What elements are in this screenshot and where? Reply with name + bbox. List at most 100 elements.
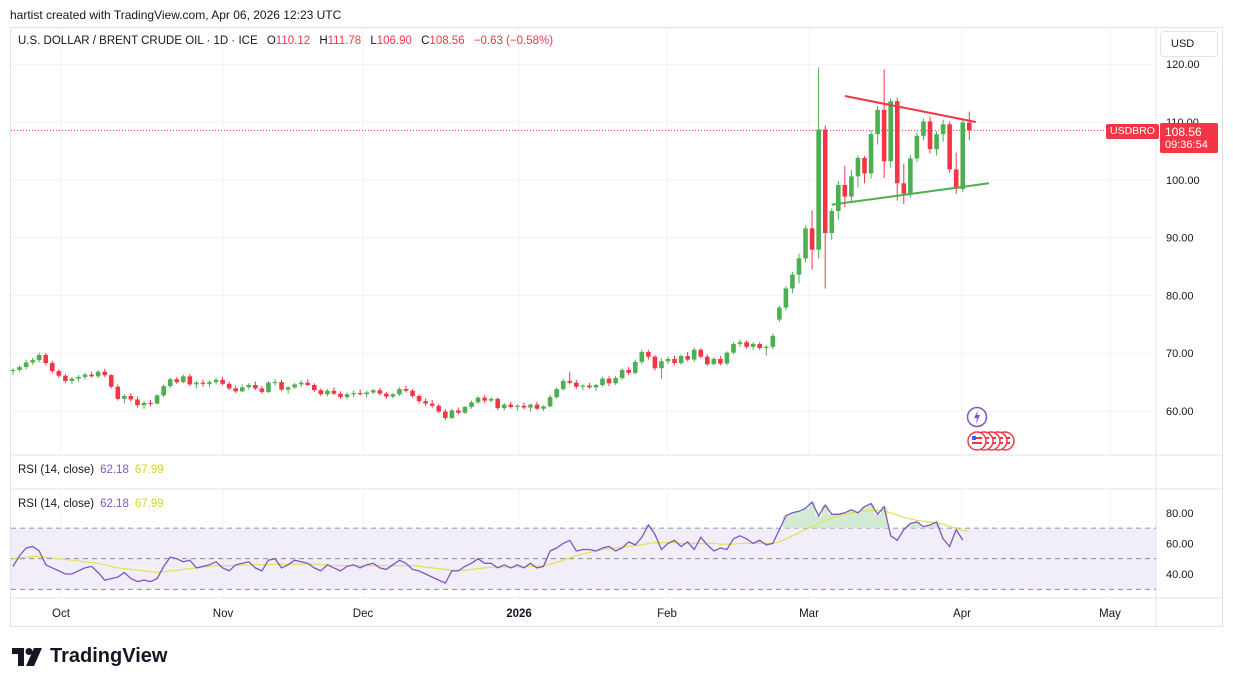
candle-body — [803, 228, 808, 259]
candle-body — [174, 379, 180, 383]
low-label: L — [370, 35, 377, 47]
time-tick-label: Oct — [52, 608, 71, 620]
symbol-legend[interactable]: U.S. DOLLAR / BRENT CRUDE OIL · 1D · ICE… — [18, 35, 553, 47]
candle-body — [298, 382, 304, 385]
candle-body — [744, 342, 749, 347]
trendline — [844, 95, 977, 123]
candle-body — [763, 346, 769, 348]
tradingview-logo[interactable]: TradingView — [12, 645, 167, 668]
candle-body — [626, 369, 631, 373]
candle-body — [541, 406, 546, 409]
candle-body — [953, 169, 959, 190]
candle-body — [220, 379, 225, 384]
candle-body — [600, 378, 605, 385]
candle-body — [495, 398, 500, 409]
candle-body — [141, 402, 147, 406]
candle-body — [272, 382, 278, 384]
candle-body — [135, 399, 140, 406]
time-tick-label: May — [1099, 608, 1121, 620]
candle-body — [397, 389, 402, 395]
candle-body — [213, 379, 219, 383]
candle-body — [521, 405, 527, 408]
candle-body — [822, 129, 828, 233]
candle-body — [554, 389, 559, 398]
candle-body — [10, 369, 16, 372]
open-label: O — [266, 35, 276, 47]
rsi-ma-value: 67.99 — [134, 498, 164, 510]
rsi-legend-top[interactable]: RSI (14, close) 62.18 67.99 — [18, 464, 164, 476]
candle-body — [279, 382, 284, 390]
candle-body — [351, 393, 356, 395]
candle-body — [796, 258, 802, 275]
candle-body — [606, 378, 612, 384]
candle-body — [934, 134, 939, 150]
candle-body — [305, 382, 311, 385]
rsi-tick-label: 60.00 — [1166, 538, 1194, 550]
candle-body — [23, 362, 29, 368]
candle-body — [534, 404, 540, 409]
candle-body — [875, 109, 880, 135]
rsi-line — [12, 501, 964, 585]
candle-body — [161, 386, 166, 396]
candle-body — [678, 356, 684, 364]
time-tick-label: Mar — [799, 608, 819, 620]
candle-body — [148, 402, 153, 404]
candle-body — [724, 352, 730, 364]
candle-body — [967, 122, 972, 131]
candle-body — [632, 361, 638, 373]
candle-body — [790, 274, 795, 289]
candle-body — [181, 376, 186, 383]
bar-countdown: 09:36:54 — [1165, 139, 1208, 151]
candle-body — [226, 383, 232, 389]
rsi-ma-value: 67.99 — [134, 464, 164, 476]
candle-body — [403, 389, 409, 391]
price-tick-label: 120.00 — [1166, 59, 1200, 71]
us-flag-event-icon — [967, 431, 987, 451]
candle-body — [423, 401, 428, 404]
candle-body — [901, 183, 907, 194]
high-value: 111.78 — [327, 35, 362, 47]
candle-body — [469, 402, 474, 407]
candle-body — [750, 343, 756, 347]
candle-body — [462, 406, 468, 413]
rsi-tick-label: 40.00 — [1166, 569, 1194, 581]
candle-body — [30, 360, 35, 363]
candle-body — [95, 371, 101, 377]
candle-body — [862, 157, 867, 174]
candle-body — [868, 134, 874, 174]
us-flag-event-icon — [972, 436, 976, 440]
candle-body — [338, 393, 343, 398]
candle-body — [816, 129, 821, 250]
candle-body — [574, 382, 579, 387]
candle-body — [357, 393, 363, 395]
candle-body — [587, 385, 592, 388]
candle-body — [711, 358, 717, 365]
candle-body — [665, 358, 671, 362]
rsi-tick-label: 80.00 — [1166, 508, 1194, 520]
candle-body — [501, 404, 507, 409]
candle-body — [76, 376, 81, 379]
currency-button[interactable]: USD — [1160, 31, 1218, 57]
candle-body — [567, 380, 573, 383]
us-flag-event-icon — [972, 442, 982, 444]
candle-body — [246, 384, 252, 388]
candle-body — [960, 122, 966, 190]
candle-body — [370, 390, 376, 393]
price-tick-label: 60.00 — [1166, 406, 1194, 418]
price-tick-label: 80.00 — [1166, 290, 1194, 302]
price-tick-label: 70.00 — [1166, 348, 1194, 360]
candle-body — [292, 384, 297, 388]
candle-body — [318, 390, 324, 395]
candle-body — [167, 379, 173, 387]
candle-body — [128, 395, 134, 400]
rsi-legend-bottom[interactable]: RSI (14, close) 62.18 67.99 — [18, 498, 164, 510]
candle-body — [122, 395, 127, 399]
candle-body — [456, 410, 461, 413]
candle-body — [881, 109, 887, 162]
low-value: 106.90 — [376, 35, 412, 47]
candle-body — [580, 385, 586, 387]
candle-body — [377, 390, 383, 394]
rsi-ma-line — [12, 509, 970, 574]
candle-body — [449, 410, 455, 418]
